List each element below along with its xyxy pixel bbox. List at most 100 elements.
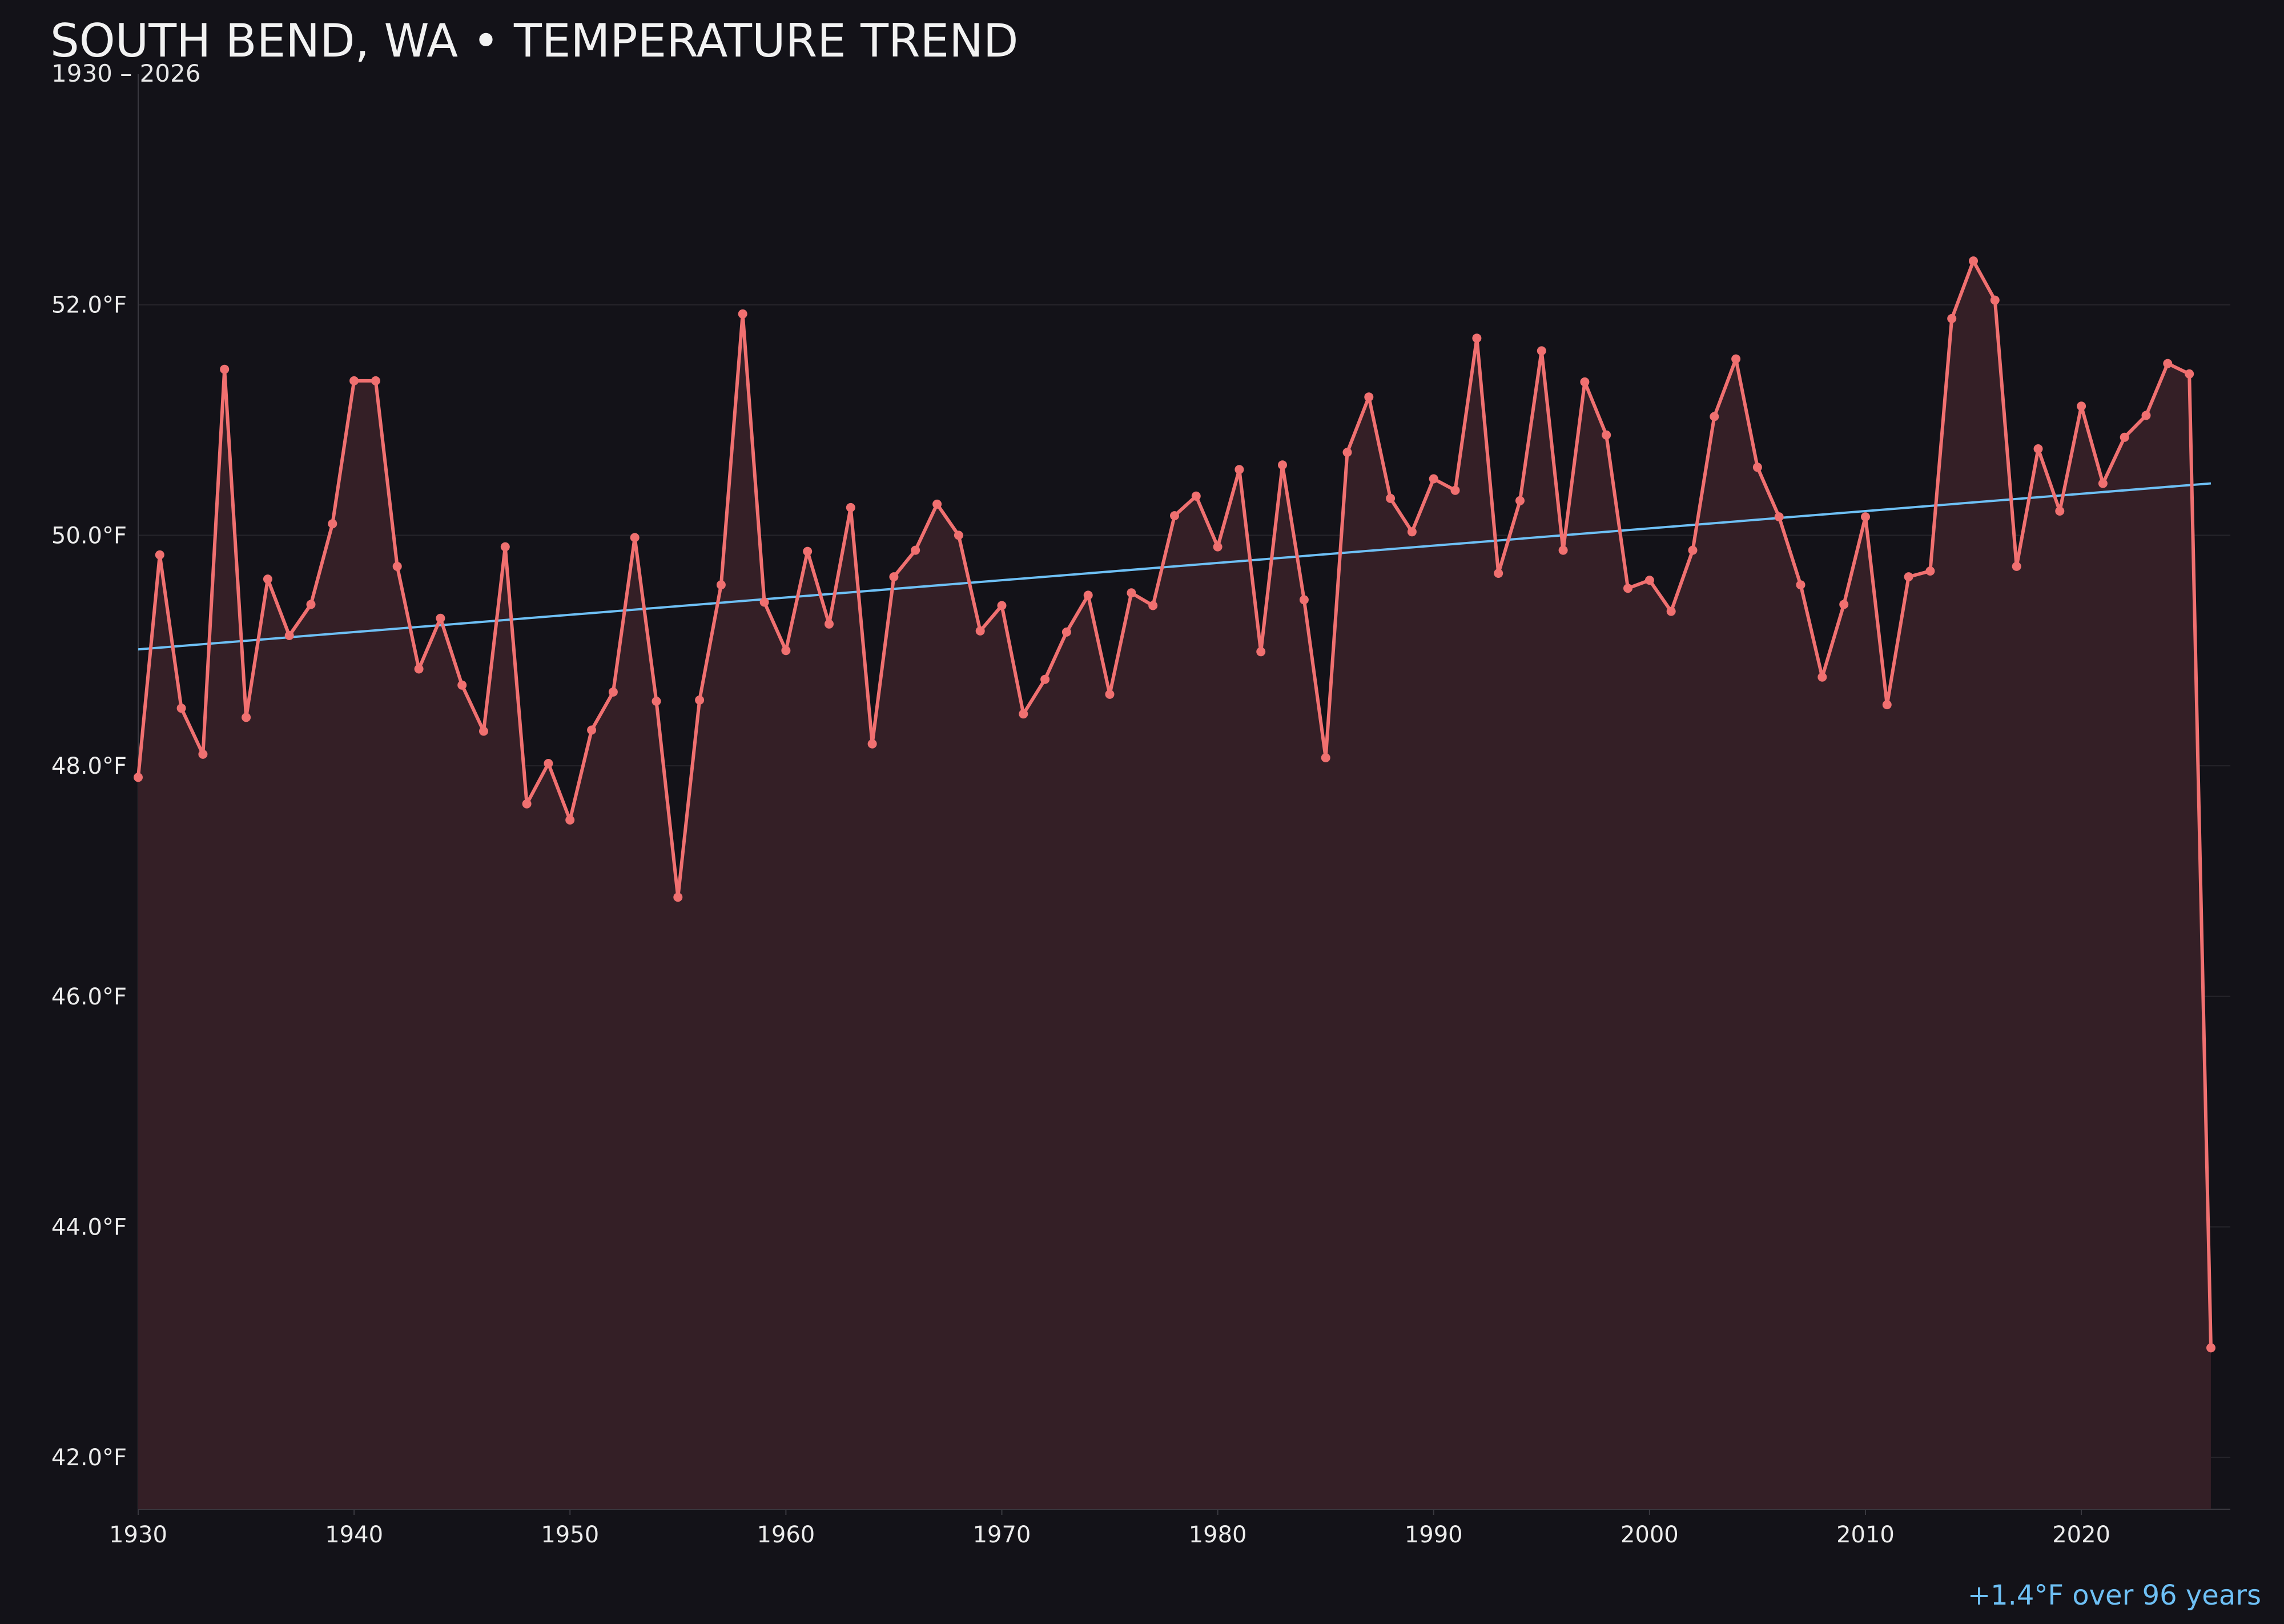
data-point-1975	[1105, 689, 1115, 699]
trend-line	[138, 482, 2211, 651]
data-point-2024	[2163, 359, 2173, 368]
data-point-1963	[846, 503, 855, 512]
data-point-1938	[306, 600, 316, 609]
y-tick-label: 42.0°F	[51, 1445, 127, 1471]
data-points	[134, 256, 2215, 1353]
data-point-1958	[738, 309, 747, 319]
data-point-1956	[695, 696, 705, 705]
data-point-1946	[479, 726, 488, 736]
data-point-1967	[932, 499, 942, 509]
data-point-1948	[522, 799, 532, 809]
data-point-1969	[975, 626, 985, 636]
x-axis-ticks: 1930 1940 1950 1960 1970 1980 1990 2000 2010 2020	[109, 1509, 2110, 1548]
data-point-2001	[1666, 606, 1676, 616]
data-point-1992	[1472, 333, 1482, 343]
area-fill	[138, 261, 2211, 1509]
data-point-1947	[500, 542, 510, 552]
data-point-1964	[867, 739, 877, 749]
data-point-1961	[803, 546, 813, 556]
data-point-1981	[1235, 465, 1244, 475]
data-point-1995	[1537, 346, 1546, 356]
data-point-1954	[652, 697, 661, 706]
data-point-1953	[630, 533, 640, 542]
data-point-2007	[1796, 580, 1806, 590]
data-point-1959	[759, 597, 769, 607]
series-area	[138, 261, 2211, 1509]
data-point-1971	[1019, 709, 1028, 719]
data-point-1952	[608, 687, 618, 697]
x-tick-label: 2020	[2052, 1522, 2110, 1548]
x-tick-label: 1930	[109, 1522, 167, 1548]
x-tick-label: 1990	[1405, 1522, 1463, 1548]
data-point-2011	[1882, 700, 1892, 710]
data-point-1987	[1364, 392, 1374, 402]
data-point-1972	[1040, 674, 1050, 684]
y-tick-label: 50.0°F	[51, 522, 127, 549]
data-point-2015	[1969, 256, 1978, 266]
data-point-1994	[1515, 496, 1525, 505]
data-point-2014	[1947, 313, 1957, 323]
data-point-1934	[220, 364, 230, 374]
data-point-1936	[263, 574, 272, 584]
data-point-2019	[2055, 507, 2065, 516]
y-tick-label: 44.0°F	[51, 1214, 127, 1240]
data-point-2016	[1990, 295, 2000, 305]
data-point-1955	[673, 893, 683, 902]
y-tick-label: 52.0°F	[51, 292, 127, 319]
data-point-2003	[1710, 412, 1719, 421]
data-point-1985	[1321, 753, 1330, 762]
data-point-1951	[587, 725, 597, 735]
y-axis-ticks: 42.0°F 44.0°F 46.0°F 48.0°F 50.0°F 52.0°F	[51, 292, 127, 1471]
data-point-1989	[1407, 527, 1417, 537]
trend-line-group	[138, 482, 2211, 651]
data-point-1977	[1148, 601, 1158, 610]
data-point-1966	[911, 545, 920, 555]
data-point-1997	[1580, 377, 1590, 387]
data-point-1974	[1083, 590, 1093, 600]
data-point-2026	[2206, 1343, 2215, 1353]
data-point-1968	[954, 530, 963, 540]
data-point-1982	[1256, 647, 1266, 657]
data-point-1957	[716, 580, 726, 590]
data-point-2006	[1774, 512, 1784, 522]
data-point-1962	[825, 619, 834, 629]
data-point-1984	[1299, 595, 1309, 605]
data-point-1960	[781, 646, 791, 656]
data-point-1998	[1602, 430, 1611, 440]
data-point-2000	[1644, 576, 1654, 585]
data-point-1990	[1429, 474, 1438, 484]
data-point-1993	[1494, 569, 1503, 578]
x-tick-label: 1970	[973, 1522, 1031, 1548]
chart-title: SOUTH BEND, WA • TEMPERATURE TREND	[50, 14, 1019, 67]
data-point-1965	[889, 572, 899, 582]
data-point-1939	[328, 519, 337, 529]
data-point-2013	[1925, 566, 1935, 576]
data-point-1930	[134, 773, 143, 782]
y-tick-label: 46.0°F	[51, 984, 127, 1010]
data-point-1942	[392, 561, 402, 571]
x-tick-label: 1950	[541, 1522, 599, 1548]
x-tick-label: 1980	[1189, 1522, 1247, 1548]
data-point-2022	[2120, 432, 2129, 442]
data-point-1943	[414, 664, 424, 674]
data-point-2020	[2077, 401, 2086, 411]
data-point-2018	[2033, 444, 2043, 453]
data-point-2005	[1752, 463, 1762, 472]
data-point-2004	[1731, 354, 1741, 364]
data-point-1980	[1213, 542, 1223, 552]
x-tick-label: 1960	[757, 1522, 815, 1548]
data-point-2012	[1904, 572, 1913, 582]
data-point-1996	[1558, 545, 1568, 555]
data-point-1945	[457, 680, 467, 690]
data-point-1949	[544, 759, 553, 768]
data-point-2010	[1861, 512, 1870, 522]
data-point-2002	[1688, 545, 1698, 555]
x-tick-label: 2010	[1836, 1522, 1895, 1548]
y-tick-label: 48.0°F	[51, 753, 127, 779]
data-point-1932	[176, 704, 186, 713]
x-tick-label: 2000	[1620, 1522, 1679, 1548]
data-point-2025	[2185, 369, 2194, 379]
data-point-1979	[1191, 491, 1201, 501]
data-point-2017	[2012, 561, 2021, 571]
